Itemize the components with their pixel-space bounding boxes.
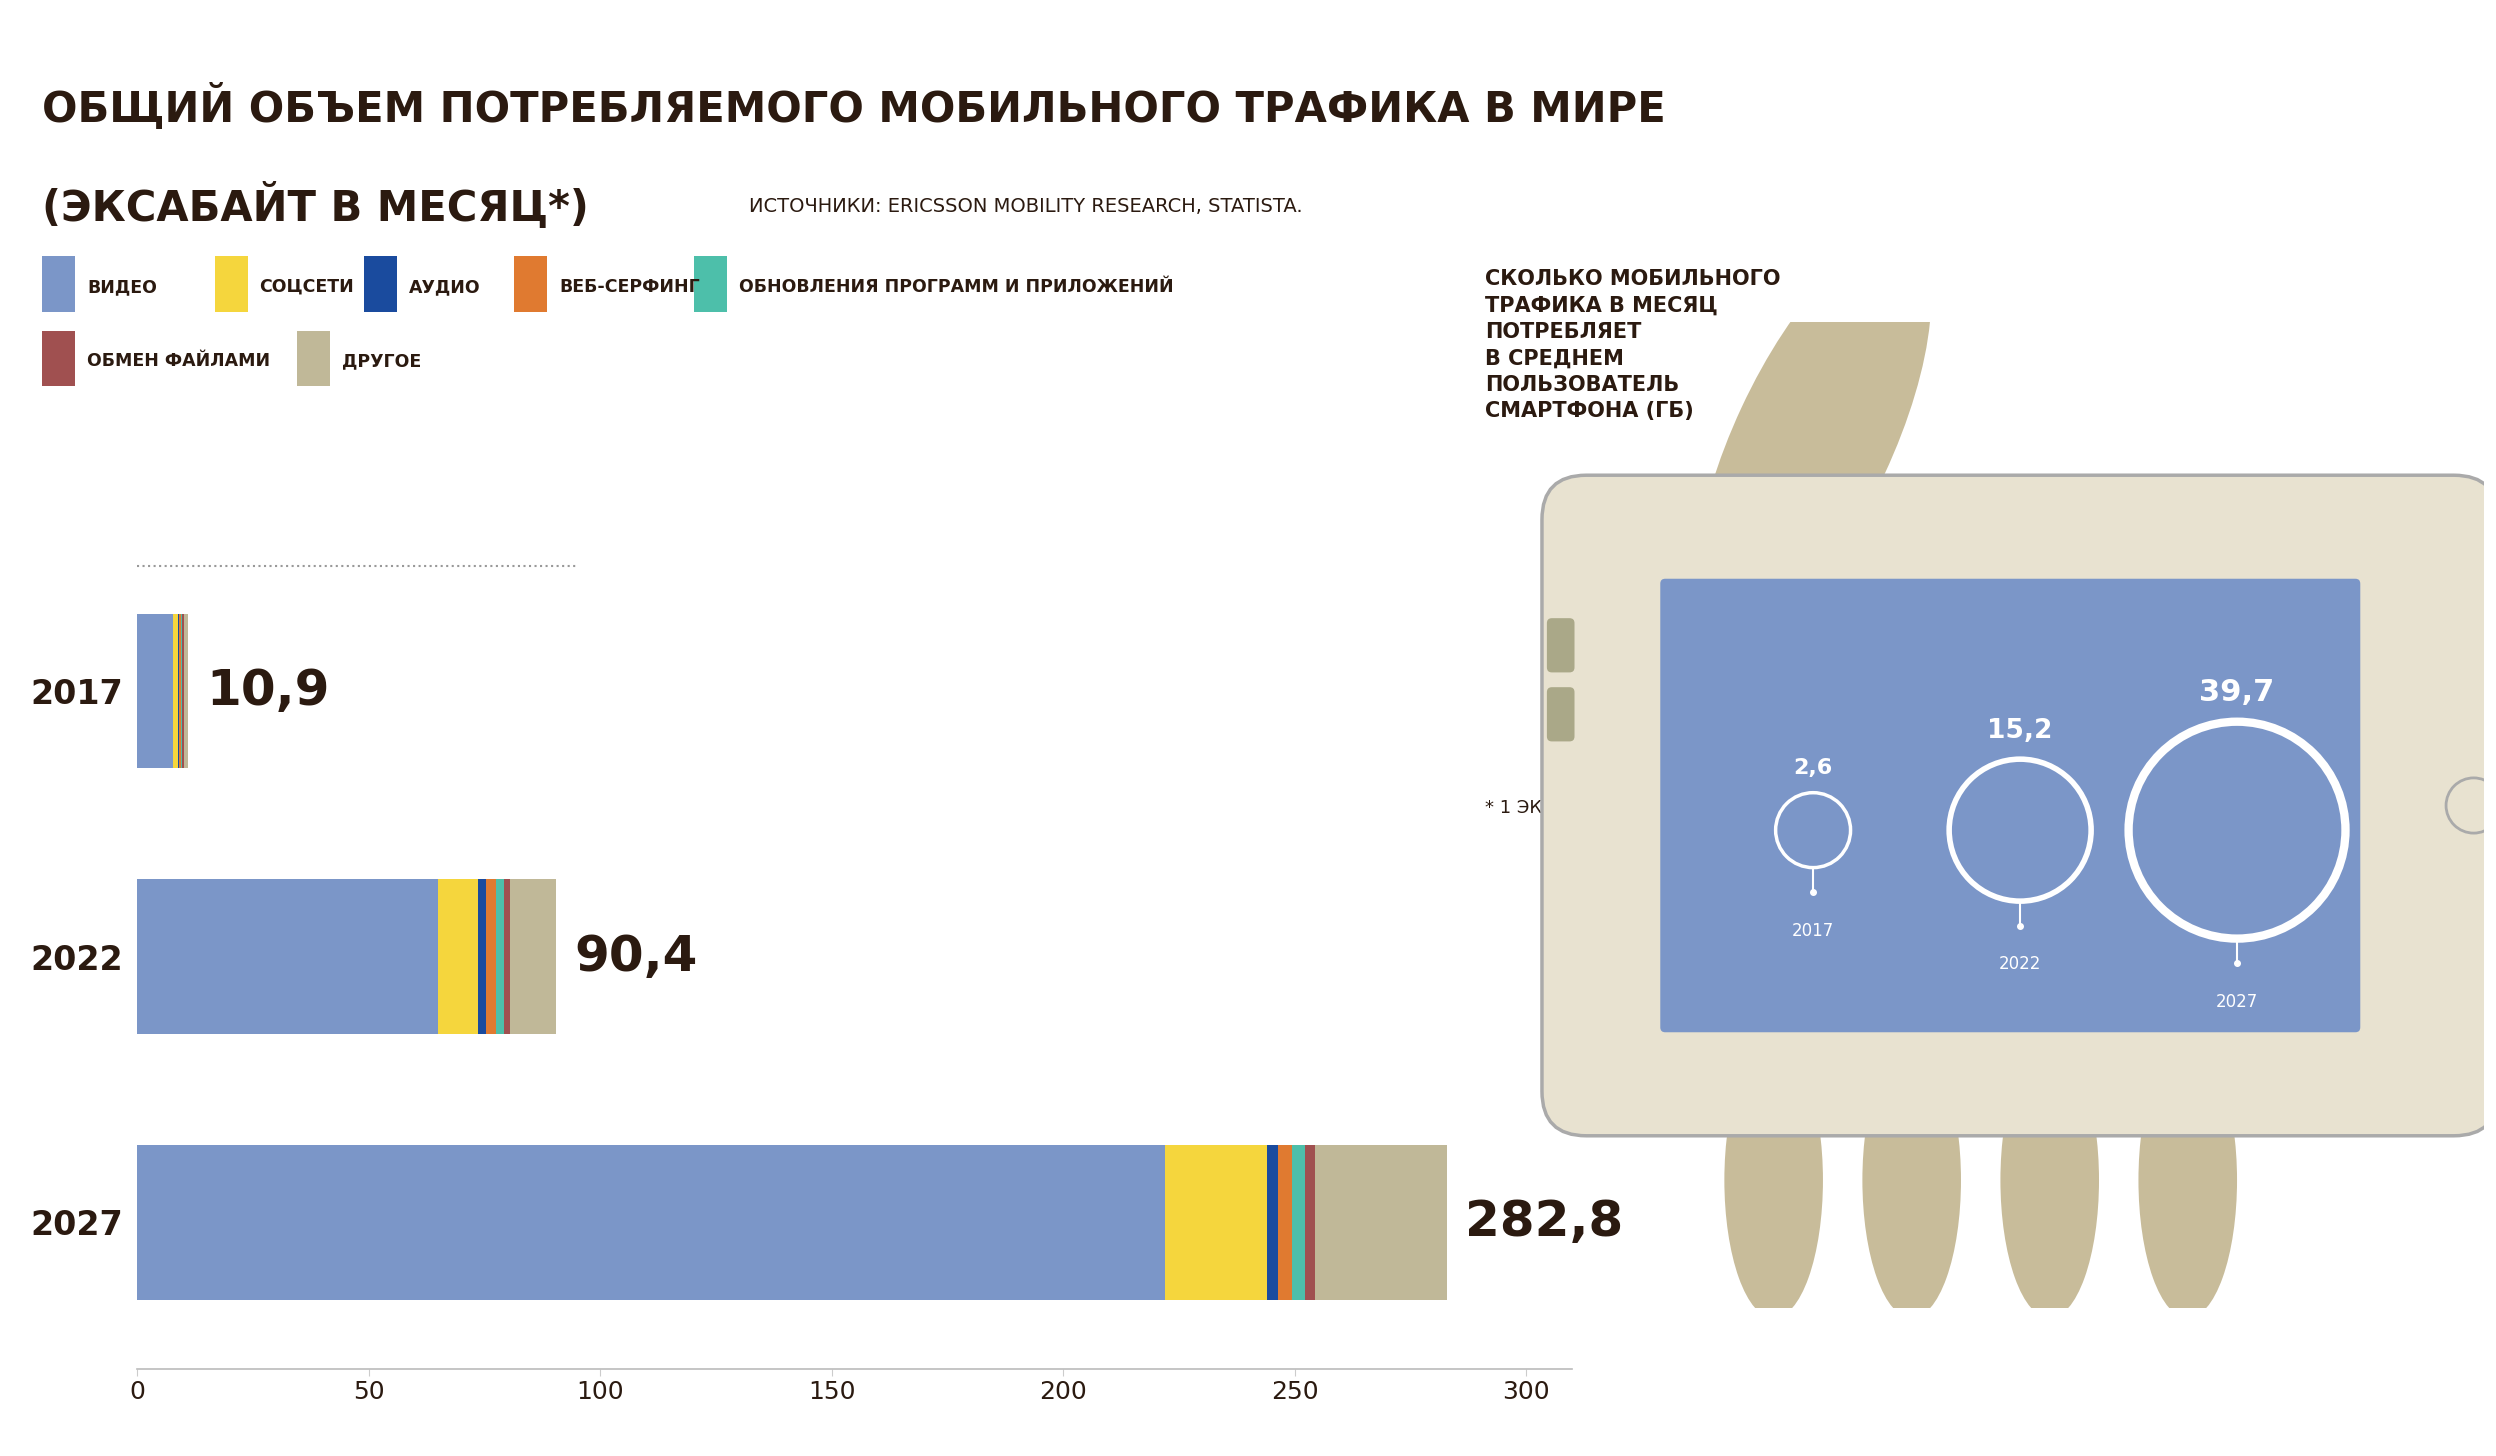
FancyBboxPatch shape: [42, 331, 75, 386]
Text: 2027: 2027: [2216, 993, 2259, 1010]
Bar: [487, 879, 497, 1034]
Bar: [439, 879, 477, 1034]
Bar: [137, 879, 439, 1034]
Bar: [1293, 1146, 1305, 1300]
FancyBboxPatch shape: [297, 331, 329, 386]
Text: ОБМЕН ФАЙЛАМИ: ОБМЕН ФАЙЛАМИ: [87, 352, 270, 370]
Bar: [1315, 1146, 1448, 1300]
Text: 2022: 2022: [1999, 955, 2042, 974]
Text: ВЕБ-СЕРФИНГ: ВЕБ-СЕРФИНГ: [559, 278, 699, 296]
FancyBboxPatch shape: [694, 256, 726, 312]
Text: ВИДЕО: ВИДЕО: [87, 278, 157, 296]
FancyBboxPatch shape: [215, 256, 247, 312]
Text: 2,6: 2,6: [1795, 759, 1832, 778]
Text: 39,7: 39,7: [2199, 678, 2274, 708]
FancyBboxPatch shape: [1543, 475, 2496, 1136]
Bar: [509, 879, 557, 1034]
Text: (ЭКСАБАЙТ В МЕСЯЦ*): (ЭКСАБАЙТ В МЕСЯЦ*): [42, 183, 589, 230]
Bar: [1166, 1146, 1268, 1300]
Bar: [137, 613, 172, 767]
FancyBboxPatch shape: [1660, 578, 2361, 1032]
Text: * 1 ЭКСАБАЙТ = 1 МЛН ТЕРАБАЙТ.: * 1 ЭКСАБАЙТ = 1 МЛН ТЕРАБАЙТ.: [1485, 799, 1810, 817]
Bar: [1268, 1146, 1278, 1300]
Bar: [1305, 1146, 1315, 1300]
Text: 15,2: 15,2: [1987, 718, 2052, 744]
Text: СКОЛЬКО МОБИЛЬНОГО
ТРАФИКА В МЕСЯЦ
ПОТРЕБЛЯЕТ
В СРЕДНЕМ
ПОЛЬЗОВАТЕЛЬ
СМАРТФОНА (: СКОЛЬКО МОБИЛЬНОГО ТРАФИКА В МЕСЯЦ ПОТРЕ…: [1485, 269, 1780, 421]
Text: АУДИО: АУДИО: [409, 278, 482, 296]
Text: 10,9: 10,9: [207, 667, 329, 715]
Bar: [185, 613, 187, 767]
Text: ДРУГОЕ: ДРУГОЕ: [342, 352, 422, 370]
Text: 90,4: 90,4: [574, 932, 699, 980]
Ellipse shape: [1725, 1042, 1822, 1318]
Ellipse shape: [1695, 237, 1932, 645]
Ellipse shape: [1999, 1042, 2099, 1318]
Text: ОБНОВЛЕНИЯ ПРОГРАММ И ПРИЛОЖЕНИЙ: ОБНОВЛЕНИЯ ПРОГРАММ И ПРИЛОЖЕНИЙ: [739, 278, 1173, 296]
Bar: [172, 613, 177, 767]
Text: ОБЩИЙ ОБЪЕМ ПОТРЕБЛЯЕМОГО МОБИЛЬНОГО ТРАФИКА В МИРЕ: ОБЩИЙ ОБЪЕМ ПОТРЕБЛЯЕМОГО МОБИЛЬНОГО ТРА…: [42, 84, 1667, 131]
Ellipse shape: [2139, 1042, 2236, 1318]
Bar: [477, 879, 487, 1034]
FancyBboxPatch shape: [1548, 619, 1575, 673]
FancyBboxPatch shape: [1548, 687, 1575, 741]
Text: СОЦСЕТИ: СОЦСЕТИ: [260, 278, 354, 296]
Bar: [1278, 1146, 1293, 1300]
Ellipse shape: [1862, 1042, 1962, 1318]
FancyBboxPatch shape: [514, 256, 547, 312]
Bar: [137, 1146, 1166, 1300]
Text: ИСТОЧНИКИ: ERICSSON MOBILITY RESEARCH, STATISTA.: ИСТОЧНИКИ: ERICSSON MOBILITY RESEARCH, S…: [749, 197, 1303, 215]
Bar: [504, 879, 509, 1034]
Text: 2017: 2017: [1792, 922, 1835, 939]
FancyBboxPatch shape: [42, 256, 75, 312]
FancyBboxPatch shape: [364, 256, 397, 312]
Text: 282,8: 282,8: [1465, 1198, 1622, 1246]
Bar: [497, 879, 504, 1034]
